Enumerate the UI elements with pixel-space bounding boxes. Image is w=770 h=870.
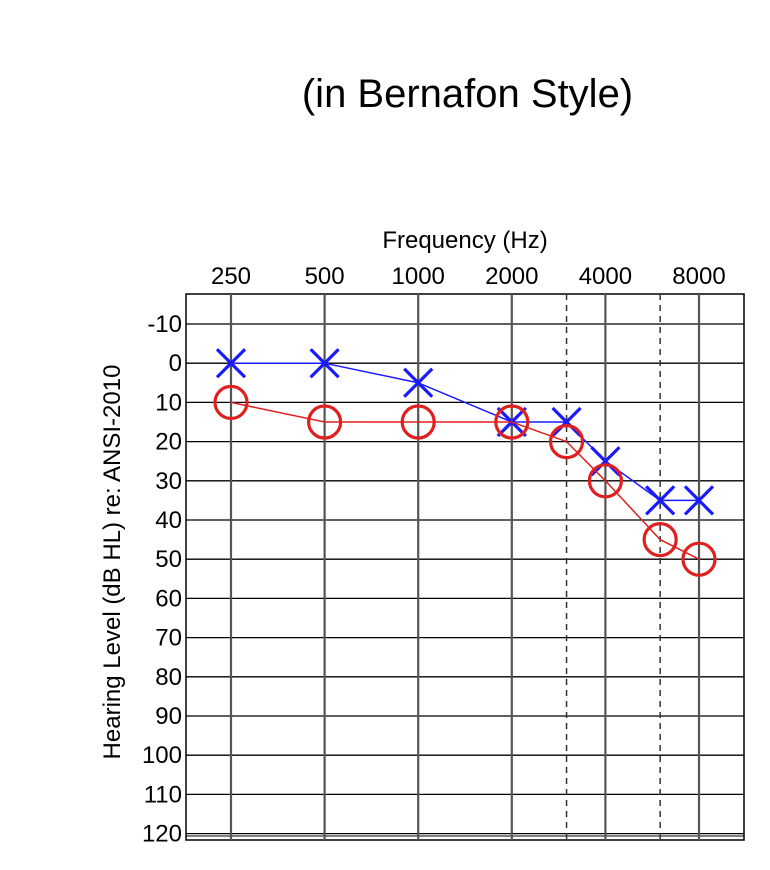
point-o-marker (400, 404, 436, 440)
point-x-stroke (683, 485, 715, 516)
y-tick-label: 10 (155, 389, 182, 416)
y-axis-label: Hearing Level (dB HL) re: ANSI-2010 (99, 365, 126, 760)
plot-frame (185, 293, 745, 841)
x-tick-label: 4000 (579, 263, 632, 290)
point-x-stroke (215, 348, 247, 379)
x-tick-label: 500 (305, 263, 345, 290)
point-o-marker (213, 384, 249, 420)
x-tick-label: 8000 (672, 263, 725, 290)
point-o-marker (307, 404, 343, 440)
point-o-marker (642, 521, 678, 558)
point-x-marker (309, 348, 340, 379)
y-tick-label: 20 (155, 429, 182, 456)
point-o-marker (494, 404, 530, 440)
point-x-marker (403, 367, 434, 398)
point-x-marker (683, 485, 715, 516)
point-x-stroke (645, 485, 676, 516)
x-axis-label: Frequency (Hz) (382, 227, 547, 254)
point-o-marker (681, 541, 717, 577)
y-tick-label: 110 (144, 781, 182, 808)
y-tick-label: 50 (155, 546, 182, 573)
y-tick-label: 60 (155, 585, 182, 612)
point-x-stroke (309, 348, 340, 379)
x-tick-label: 1000 (392, 263, 445, 290)
y-tick-label: 30 (155, 468, 182, 495)
point-x-marker (645, 485, 676, 516)
x-tick-label: 2000 (485, 263, 538, 290)
caption-title: (in Bernafon Style) (301, 72, 634, 116)
point-x-stroke (551, 406, 582, 438)
point-o-marker (548, 424, 585, 460)
point-x-marker (551, 406, 582, 438)
y-tick-label: 90 (155, 703, 182, 730)
series-line-x (231, 362, 699, 502)
y-tick-label: 70 (155, 625, 182, 652)
chart-ticks: -10 0 10 20 30 40 50 60 70 80 90 100 110 120 250 500 100… (142, 263, 726, 848)
x-tick-label: 250 (211, 263, 251, 290)
y-tick-label: 40 (155, 507, 182, 534)
y-tick-label: 0 (169, 350, 182, 377)
chart-series (213, 348, 717, 577)
y-tick-label: 120 (142, 821, 182, 848)
y-tick-label: 100 (142, 742, 182, 769)
point-x-marker (215, 348, 247, 379)
y-tick-label: 80 (155, 664, 182, 691)
chart-grid (185, 293, 745, 841)
y-tick-label: -10 (147, 311, 182, 338)
point-o-marker (587, 463, 624, 499)
point-x-stroke (403, 367, 434, 398)
